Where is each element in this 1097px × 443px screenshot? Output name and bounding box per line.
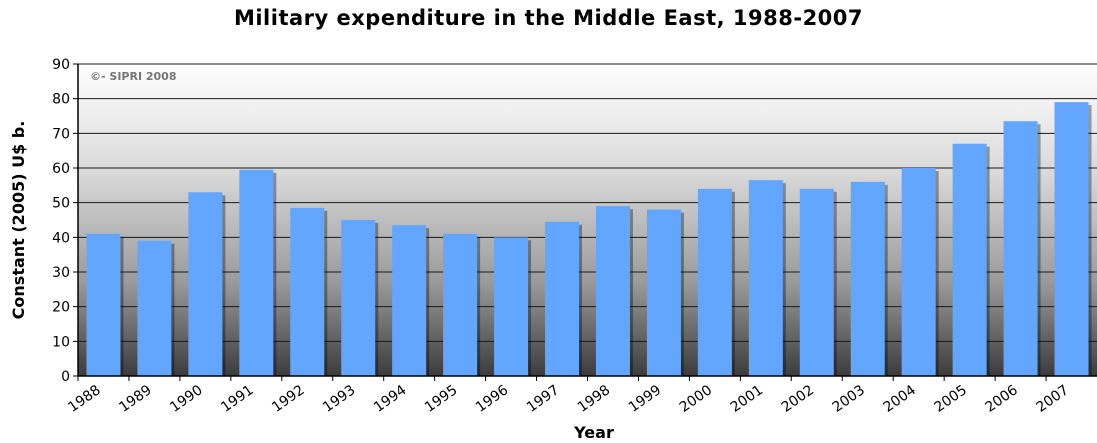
x-tick-label: 1997 (524, 382, 562, 416)
bar-1991 (239, 169, 274, 376)
y-tick-label: 0 (61, 369, 70, 385)
x-tick-label: 1990 (167, 382, 205, 416)
y-tick-label: 80 (52, 92, 70, 108)
x-tick-label: 1999 (626, 382, 664, 416)
bar-2000 (697, 188, 732, 376)
bar-1993 (341, 220, 376, 376)
x-tick-label: 1992 (269, 382, 307, 416)
x-axis-title: Year (573, 423, 614, 442)
y-tick-label: 30 (52, 265, 70, 281)
x-tick-label: 1993 (320, 382, 358, 416)
y-tick-label: 60 (52, 161, 70, 177)
x-tick-label: 2002 (779, 382, 817, 416)
bar-1994 (392, 225, 427, 376)
bar-2001 (748, 180, 783, 376)
x-tick-label: 1988 (65, 382, 103, 416)
bar-2007 (1054, 102, 1089, 376)
copyright-annotation: ©- SIPRI 2008 (90, 70, 176, 83)
bar-1998 (595, 206, 630, 376)
y-tick-label: 50 (52, 196, 70, 212)
y-tick-label: 10 (52, 334, 70, 350)
bar-1992 (290, 207, 325, 376)
bar-1997 (545, 221, 580, 376)
y-tick-label: 90 (52, 57, 70, 73)
y-tick-label: 20 (52, 300, 70, 316)
bar-2002 (799, 188, 834, 376)
bar-2006 (1003, 121, 1038, 376)
x-tick-label: 1989 (116, 382, 154, 416)
bar-2005 (952, 143, 987, 376)
x-tick-label: 2007 (1033, 382, 1071, 416)
bar-1988 (86, 233, 121, 376)
x-tick-label: 1996 (473, 382, 511, 416)
y-axis-title: Constant (2005) U$ b. (9, 121, 28, 320)
plot-area (78, 64, 1097, 376)
x-tick-label: 2005 (932, 382, 970, 416)
bar-1996 (494, 237, 529, 376)
bars (86, 102, 1089, 376)
x-tick-label: 1994 (371, 382, 409, 416)
y-tick-label: 40 (52, 230, 70, 246)
x-tick-labels: 1988 1989 1990 1991 1992 1993 1994 1995 1996 1997… (65, 376, 1072, 416)
bar-1990 (188, 192, 223, 376)
x-tick-label: 2006 (982, 382, 1020, 416)
x-tick-label: 1995 (422, 382, 460, 416)
y-tick-label: 70 (52, 126, 70, 142)
x-tick-label: 1998 (575, 382, 613, 416)
y-tick-labels: 0 10 20 30 40 50 60 70 80 90 (52, 57, 70, 385)
bar-1989 (137, 240, 172, 376)
x-tick-label: 2004 (881, 382, 919, 416)
bar-2003 (850, 181, 885, 376)
x-tick-label: 1991 (218, 382, 256, 416)
chart-title: Military expenditure in the Middle East,… (233, 6, 864, 30)
x-tick-label: 2000 (677, 382, 715, 416)
x-tick-label: 2001 (728, 382, 766, 416)
bar-1995 (443, 233, 478, 376)
bar-2004 (901, 168, 936, 376)
x-tick-label: 2003 (830, 382, 868, 416)
bar-1999 (646, 209, 681, 376)
